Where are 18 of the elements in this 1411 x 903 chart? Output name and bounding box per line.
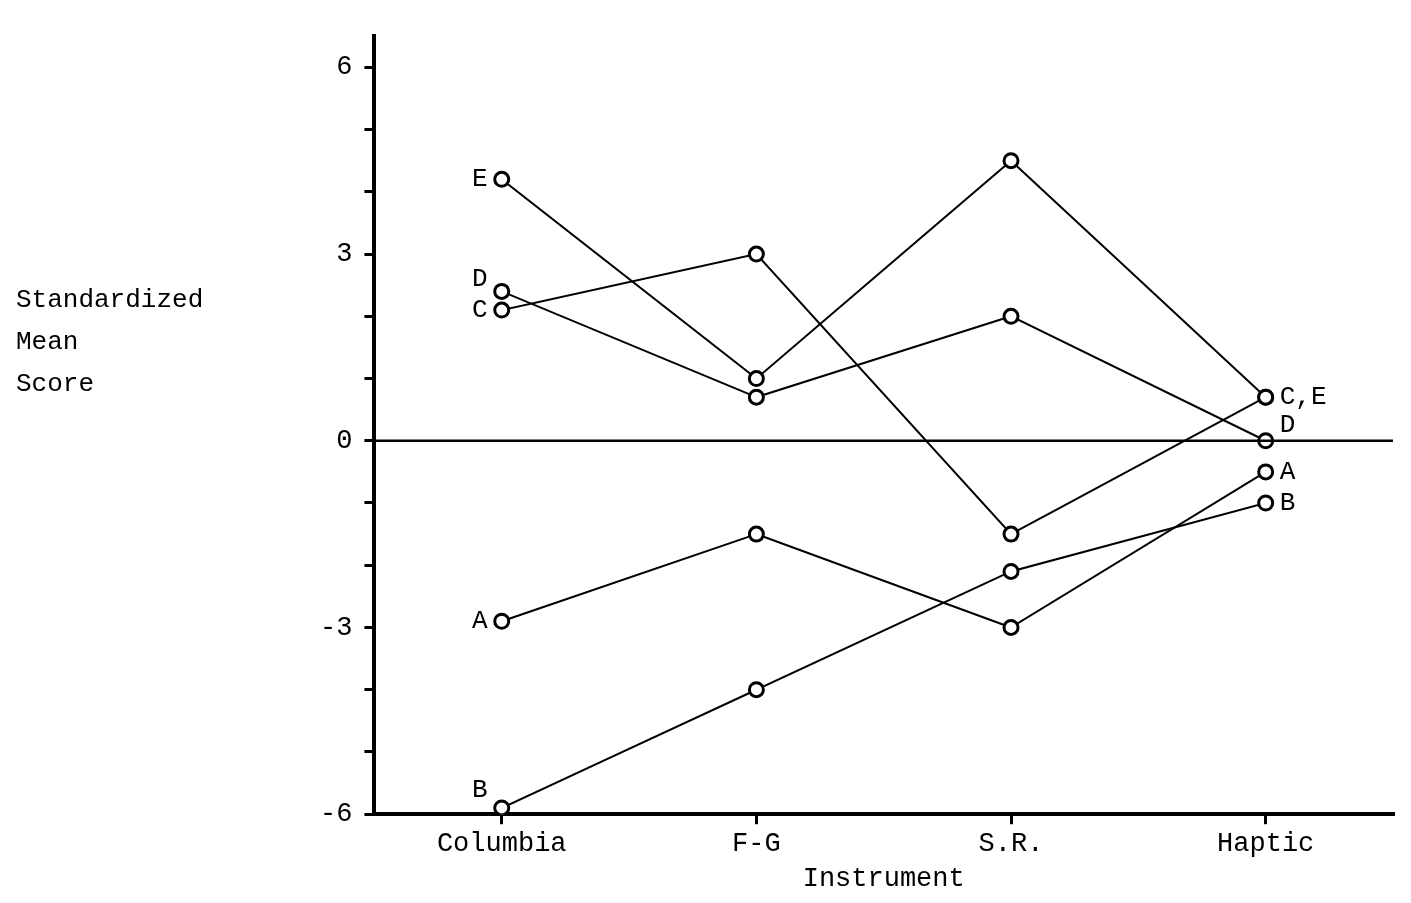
y-axis-title: Standardized Mean Score: [16, 284, 204, 399]
x-tick-label: Columbia: [436, 828, 567, 859]
series-label: C: [472, 294, 488, 325]
x-tick-label: F-G: [732, 828, 781, 859]
x-tick-label: S.R.: [978, 828, 1044, 859]
annotation: B: [1279, 487, 1296, 518]
y-tick-label: 0: [336, 425, 353, 456]
annotation: A: [1279, 456, 1296, 487]
series-label: A: [472, 606, 489, 637]
series-label: E: [472, 164, 488, 195]
y-tick-label: -6: [320, 799, 353, 830]
x-axis-title: Instrument: [802, 863, 965, 894]
x-tick-label: Haptic: [1217, 828, 1315, 859]
y-tick-label: -3: [320, 612, 353, 643]
series-label: B: [472, 774, 488, 805]
y-tick-label: 3: [336, 239, 353, 270]
y-tick-label: 6: [336, 52, 353, 83]
series-label: D: [472, 264, 488, 295]
